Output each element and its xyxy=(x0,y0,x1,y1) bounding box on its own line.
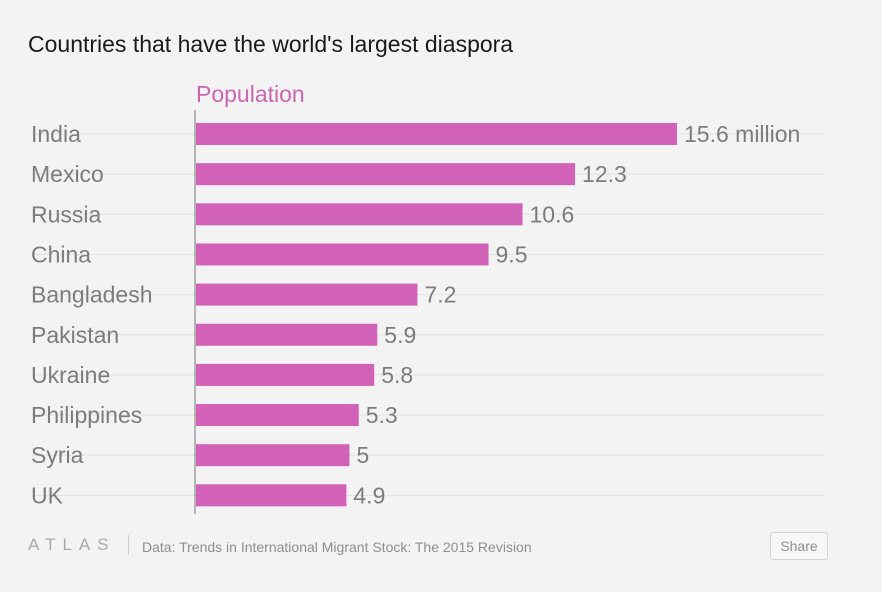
bar xyxy=(196,203,523,226)
bar xyxy=(196,283,418,306)
value-label: 7.2 xyxy=(424,282,456,308)
chart-title: Countries that have the world's largest … xyxy=(28,31,514,57)
value-label: 10.6 xyxy=(530,201,575,227)
value-label: 5.8 xyxy=(381,362,413,388)
category-label: Bangladesh xyxy=(31,282,153,308)
value-label: 4.9 xyxy=(353,482,385,508)
value-labels: 15.6 million 12.3 10.69.5 7.2 5.9 5.8 5.3 5 4.9 xyxy=(353,121,800,508)
category-label: China xyxy=(31,241,91,267)
value-label: 5.3 xyxy=(366,402,398,428)
category-label: UK xyxy=(31,482,64,508)
bar xyxy=(196,444,350,467)
bar xyxy=(196,484,347,507)
source-text: Data: Trends in International Migrant St… xyxy=(142,539,532,555)
value-label: 5 xyxy=(356,442,369,468)
bar xyxy=(196,404,359,427)
value-label: 12.3 xyxy=(582,161,627,187)
bar xyxy=(196,163,576,186)
category-labels: India Mexico Russia China Bangladesh Pakistan… xyxy=(31,121,153,508)
category-label: Russia xyxy=(31,201,102,227)
category-label: Philippines xyxy=(31,402,142,428)
bar xyxy=(196,363,375,386)
atlas-logo[interactable]: ATLAS xyxy=(28,535,116,554)
value-label: 15.6 million xyxy=(684,121,800,147)
grid-lines xyxy=(32,133,824,496)
bar xyxy=(196,123,677,145)
value-label: 5.9 xyxy=(384,322,416,348)
category-label: Syria xyxy=(31,442,84,468)
category-label: Ukraine xyxy=(31,362,110,388)
category-label: Mexico xyxy=(31,161,104,187)
category-label: Pakistan xyxy=(31,322,119,348)
value-label: 9.5 xyxy=(496,241,528,267)
series-label: Population xyxy=(196,81,305,107)
footer: ATLAS Data: Trends in International Migr… xyxy=(28,532,828,560)
share-button[interactable]: Share xyxy=(770,532,828,560)
bar xyxy=(196,243,489,266)
bars xyxy=(196,123,677,507)
category-label: India xyxy=(31,121,81,147)
footer-divider xyxy=(128,535,129,555)
bar xyxy=(196,323,378,346)
